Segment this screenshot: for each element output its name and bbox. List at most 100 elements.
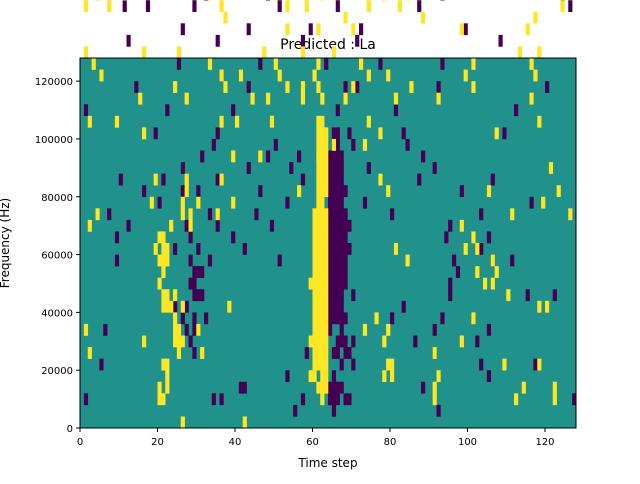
y-tick-label: 120000: [35, 77, 73, 88]
heatmap-cell-low: [161, 174, 165, 186]
heatmap-cell-high: [367, 116, 371, 128]
heatmap-cell-low: [196, 243, 200, 255]
heatmap-cell-high: [301, 93, 305, 105]
heatmap-cell-high: [324, 278, 328, 290]
heatmap-cell-high: [285, 23, 289, 35]
heatmap-cell-high: [332, 46, 336, 58]
plot-area: [80, 0, 576, 428]
heatmap-cell-high: [464, 70, 468, 82]
heatmap-cell-high: [301, 46, 305, 58]
heatmap-cell-low: [332, 197, 336, 209]
heatmap-cell-low: [297, 151, 301, 163]
heatmap-cell-low: [479, 243, 483, 255]
heatmap-cell-low: [270, 220, 274, 232]
heatmap-cell-high: [262, 46, 266, 58]
heatmap-cell-high: [367, 0, 371, 12]
heatmap-cell-high: [316, 58, 320, 70]
heatmap-cell-low: [336, 382, 340, 394]
heatmap-cell-high: [231, 151, 235, 163]
heatmap-cell-high: [185, 174, 189, 186]
heatmap-cell-low: [402, 127, 406, 139]
heatmap-cell-high: [165, 359, 169, 371]
heatmap-cell-low: [340, 243, 344, 255]
heatmap-cell-low: [332, 174, 336, 186]
heatmap-cell-low: [243, 382, 247, 394]
heatmap-cell-low: [340, 266, 344, 278]
heatmap-cell-low: [344, 393, 348, 405]
heatmap-cell-high: [433, 347, 437, 359]
heatmap-cell-high: [161, 301, 165, 313]
heatmap-cell-high: [316, 220, 320, 232]
heatmap-cell-high: [394, 93, 398, 105]
heatmap-cell-low: [192, 0, 196, 12]
heatmap-cell-high: [530, 58, 534, 70]
heatmap-cell-low: [196, 289, 200, 301]
heatmap-cell-low: [336, 347, 340, 359]
heatmap-cell-high: [227, 301, 231, 313]
heatmap-cell-low: [305, 347, 309, 359]
heatmap-cell-high: [320, 255, 324, 267]
heatmap-cell-high: [173, 336, 177, 348]
heatmap-cell-low: [123, 0, 127, 12]
heatmap-cell-high: [165, 243, 169, 255]
heatmap-cell-high: [266, 93, 270, 105]
x-axis-label: Time step: [297, 456, 357, 470]
heatmap-cell-low: [394, 104, 398, 116]
heatmap-cell-high: [382, 336, 386, 348]
heatmap-cell-low: [340, 312, 344, 324]
heatmap-cell-low: [406, 139, 410, 151]
heatmap-cell-high: [92, 58, 96, 70]
heatmap-cell-low: [192, 289, 196, 301]
heatmap-cell-low: [127, 35, 131, 47]
heatmap-cell-high: [437, 370, 441, 382]
heatmap-cell-low: [530, 197, 534, 209]
heatmap-cell-low: [344, 347, 348, 359]
heatmap-cell-high: [258, 151, 262, 163]
heatmap-cell-low: [289, 162, 293, 174]
heatmap-cell-low: [475, 336, 479, 348]
heatmap-cell-low: [189, 231, 193, 243]
heatmap-cell-high: [165, 370, 169, 382]
heatmap-cell-low: [185, 301, 189, 313]
heatmap-cell-low: [189, 255, 193, 267]
heatmap-cell-high: [324, 255, 328, 267]
heatmap-cell-high: [324, 301, 328, 313]
heatmap-cell-low: [340, 278, 344, 290]
heatmap-cell-low: [340, 382, 344, 394]
x-tick-label: 40: [229, 437, 242, 448]
heatmap-cell-high: [320, 139, 324, 151]
heatmap-cell-low: [499, 35, 503, 47]
heatmap-cell-low: [328, 289, 332, 301]
heatmap-cell-high: [475, 243, 479, 255]
heatmap-cell-high: [161, 393, 165, 405]
heatmap-cell-high: [471, 81, 475, 93]
heatmap-cell-low: [266, 151, 270, 163]
heatmap-cell-low: [347, 347, 351, 359]
heatmap-cell-low: [336, 162, 340, 174]
heatmap-cell-high: [367, 70, 371, 82]
heatmap-cell-high: [320, 266, 324, 278]
heatmap-cell-low: [456, 266, 460, 278]
heatmap-cell-low: [514, 104, 518, 116]
heatmap-cell-low: [254, 208, 258, 220]
heatmap-cell-high: [220, 174, 224, 186]
heatmap-cell-high: [316, 382, 320, 394]
heatmap-cell-high: [351, 23, 355, 35]
heatmap-cell-high: [316, 151, 320, 163]
heatmap-cell-high: [165, 289, 169, 301]
heatmap-cell-high: [142, 46, 146, 58]
heatmap-cell-high: [320, 220, 324, 232]
heatmap-cell-low: [196, 185, 200, 197]
heatmap-cell-low: [421, 382, 425, 394]
heatmap-cell-high: [161, 359, 165, 371]
heatmap-cell-low: [258, 58, 262, 70]
heatmap-cell-high: [177, 324, 181, 336]
heatmap-cell-low: [200, 266, 204, 278]
heatmap-cell-high: [313, 312, 317, 324]
heatmap-cell-low: [347, 243, 351, 255]
heatmap-cell-high: [189, 220, 193, 232]
heatmap-cell-low: [208, 255, 212, 267]
heatmap-cell-high: [313, 289, 317, 301]
y-tick-label: 40000: [41, 308, 73, 319]
heatmap-cell-high: [239, 70, 243, 82]
